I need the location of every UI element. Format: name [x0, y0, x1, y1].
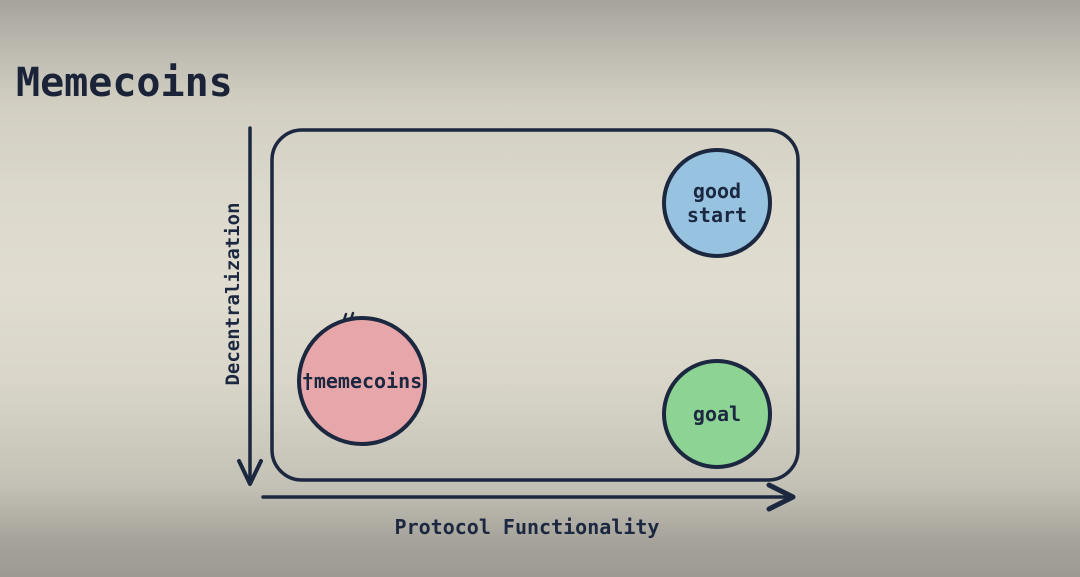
y-axis-label: Decentralization: [222, 202, 244, 386]
node-goal-label: goal: [692, 402, 742, 426]
chart-frame-box: [270, 128, 800, 482]
node-memecoins: †memecoins: [297, 316, 427, 446]
node-good-start-label-line2: start: [686, 203, 748, 227]
x-axis-label: Protocol Functionality: [394, 515, 660, 539]
node-goal: goal: [662, 359, 772, 469]
node-good-start-label-line1: good: [692, 179, 742, 203]
x-axis-arrowhead-right-icon: [766, 482, 796, 512]
node-memecoins-label: †memecoins: [301, 369, 423, 393]
node-good-start: good start: [662, 148, 772, 258]
page-title: Memecoins: [16, 60, 233, 106]
y-axis-arrowhead-down-icon: [237, 459, 263, 486]
